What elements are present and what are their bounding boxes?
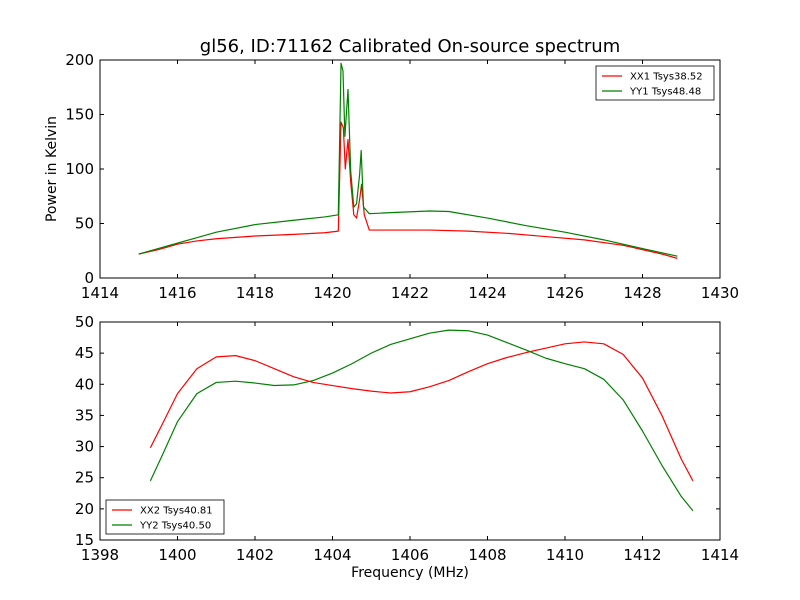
x-tick-label: 1422	[391, 284, 429, 302]
x-tick-label: 1416	[158, 284, 196, 302]
legend: XX1 Tsys38.52 YY1 Tsys48.48	[595, 65, 715, 101]
x-tick-label: 1412	[623, 546, 661, 564]
x-tick-label: 1414	[701, 546, 739, 564]
x-tick-label: 1430	[701, 284, 739, 302]
series-line-yy	[138, 62, 678, 257]
series-line-yy	[149, 329, 694, 512]
y-tick-label: 15	[75, 531, 94, 549]
x-tick-label: 1400	[158, 546, 196, 564]
series-line-xx	[149, 341, 694, 482]
x-tick-label: 1402	[236, 546, 274, 564]
x-tick-label: 1420	[313, 284, 351, 302]
figure-title: gl56, ID:71162 Calibrated On-source spec…	[200, 36, 620, 57]
y-tick-label: 30	[75, 438, 94, 456]
y-tick-label: 50	[75, 313, 94, 331]
y-tick-label: 200	[65, 51, 94, 69]
chart-panel-1: 1414 1416 1418 1420 1422 1424 1426 1428 1430 0 50 1…	[44, 51, 739, 302]
x-tick-label: 1398	[81, 546, 119, 564]
legend-box	[105, 499, 225, 535]
legend-label: YY2 Tsys40.50	[139, 521, 211, 532]
x-tick-label: 1418	[236, 284, 274, 302]
series-line-xx	[138, 121, 678, 259]
y-tick-label: 50	[75, 215, 94, 233]
y-tick-label: 0	[84, 269, 94, 287]
x-tick-label: 1426	[546, 284, 584, 302]
chart-panel-2: 1398 1400 1402 1404 1406 1408 1410 1412 1414 15 20…	[75, 313, 739, 581]
y-tick-label: 100	[65, 160, 94, 178]
y-tick-label: 45	[75, 344, 94, 362]
x-tick-label: 1424	[468, 284, 506, 302]
x-tick-label: 1408	[468, 546, 506, 564]
y-axis-label: Power in Kelvin	[44, 116, 60, 222]
x-tick-label: 1428	[623, 284, 661, 302]
legend-box	[595, 65, 715, 101]
x-tick-label: 1410	[546, 546, 584, 564]
x-tick-label: 1406	[391, 546, 429, 564]
legend-label: YY1 Tsys48.48	[629, 87, 701, 98]
legend-label: XX1 Tsys38.52	[630, 72, 703, 83]
x-tick-label: 1404	[313, 546, 351, 564]
x-axis-label: Frequency (MHz)	[351, 565, 469, 581]
plot-panels: 1414 1416 1418 1420 1422 1424 1426 1428 14300501…	[44, 51, 739, 581]
y-tick-label: 40	[75, 375, 94, 393]
x-tick-label: 1414	[81, 284, 119, 302]
y-tick-label: 20	[75, 500, 94, 518]
legend-label: XX2 Tsys40.81	[140, 506, 213, 517]
y-tick-label: 25	[75, 469, 94, 487]
y-tick-label: 150	[65, 106, 94, 124]
y-tick-label: 35	[75, 406, 94, 424]
legend: XX2 Tsys40.81 YY2 Tsys40.50	[105, 499, 225, 535]
